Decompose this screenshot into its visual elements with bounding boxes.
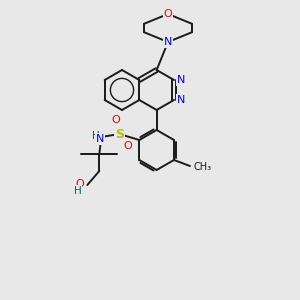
Text: O: O [76, 179, 84, 189]
Text: CH₃: CH₃ [194, 162, 212, 172]
Text: N: N [96, 134, 104, 144]
Text: O: O [164, 9, 172, 19]
Text: H: H [92, 131, 99, 141]
Text: O: O [111, 115, 120, 125]
Text: S: S [115, 128, 124, 140]
Text: N: N [164, 37, 172, 47]
Text: N: N [177, 75, 185, 85]
Text: H: H [74, 186, 81, 196]
Text: O: O [123, 141, 132, 151]
Text: N: N [177, 95, 185, 105]
